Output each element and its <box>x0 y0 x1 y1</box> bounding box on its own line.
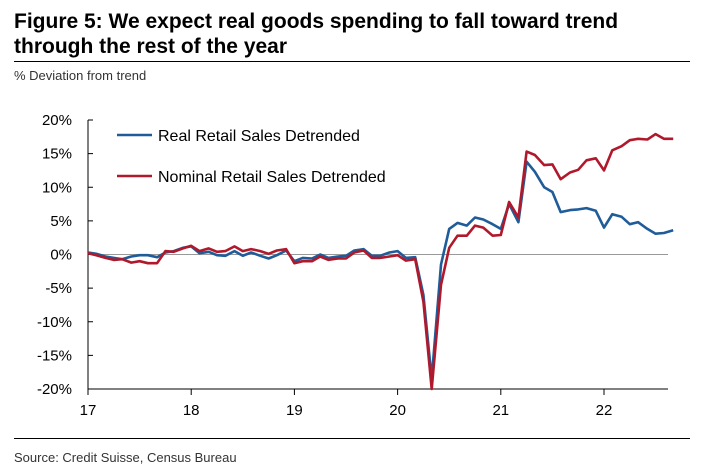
source-divider <box>14 438 690 439</box>
x-tick-label: 20 <box>389 402 406 419</box>
y-tick-label: -5% <box>45 280 72 297</box>
x-tick-label: 22 <box>596 402 613 419</box>
y-tick-label: -10% <box>37 314 72 331</box>
series-line-real-retail-sales <box>87 160 674 381</box>
x-tick-label: 19 <box>286 402 303 419</box>
y-tick-label: -20% <box>37 381 72 398</box>
source-note: Source: Credit Suisse, Census Bureau <box>14 450 237 465</box>
y-tick-label: 0% <box>50 247 72 264</box>
title-divider <box>14 61 690 62</box>
y-tick-label: -15% <box>37 347 72 364</box>
y-tick-label: 10% <box>42 179 72 196</box>
line-chart: 20% 15% 10% 5% 0% -5% -10% -15% -20% 17 18 19 20 21 22… <box>37 112 674 419</box>
x-tick-label: 17 <box>80 402 97 419</box>
y-tick-label: 5% <box>50 213 72 230</box>
legend-label-real: Real Retail Sales Detrended <box>158 128 360 145</box>
chart-title: Figure 5: We expect real goods spending … <box>14 10 619 58</box>
y-tick-label: 20% <box>42 112 72 129</box>
x-tick-label: 21 <box>492 402 509 419</box>
series-line-nominal-retail-sales <box>87 132 674 391</box>
y-axis-unit-label: % Deviation from trend <box>14 68 147 83</box>
y-tick-label: 15% <box>42 146 72 163</box>
legend-label-nominal: Nominal Retail Sales Detrended <box>158 169 386 186</box>
x-tick-label: 18 <box>183 402 200 419</box>
